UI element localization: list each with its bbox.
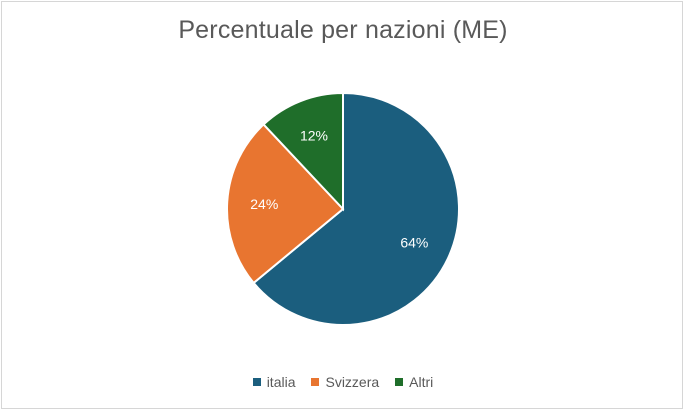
chart-title: Percentuale per nazioni (ME)	[178, 16, 508, 44]
pie-slice-svizzera	[226, 123, 345, 285]
legend-swatch-svizzera	[311, 378, 320, 386]
legend-label-svizzera: Svizzera	[325, 374, 380, 390]
data-label-altri: 12%	[300, 128, 328, 144]
pie-slices	[226, 91, 460, 326]
chart-legend: italia Svizzera Altri	[2, 374, 684, 390]
pie-slice-italia	[252, 91, 460, 326]
data-label-italia: 64%	[400, 235, 428, 251]
pie-labels: 64% 24% 12%	[250, 128, 428, 251]
legend-item-italia: italia	[252, 374, 296, 390]
legend-item-altri: Altri	[395, 374, 433, 390]
legend-item-svizzera: Svizzera	[311, 374, 379, 390]
legend-label-altri: Altri	[409, 374, 434, 390]
data-label-svizzera: 24%	[250, 196, 278, 212]
pie-slice-altri	[262, 91, 344, 212]
legend-swatch-altri	[395, 378, 404, 386]
legend-swatch-italia	[252, 378, 261, 386]
legend-label-italia: italia	[266, 374, 296, 390]
